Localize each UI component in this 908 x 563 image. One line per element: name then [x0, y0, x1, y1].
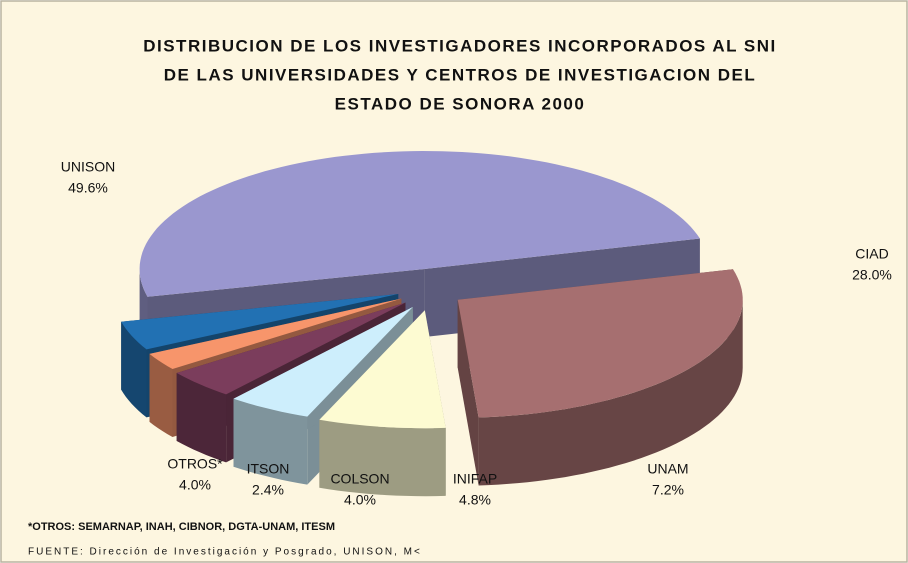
- slice-label: ITSON: [247, 461, 290, 477]
- chart-title-line: ESTADO DE SONORA 2000: [335, 94, 586, 113]
- pie: [121, 151, 743, 497]
- slice-label: UNAM: [647, 461, 688, 477]
- slice-label: INIFAP: [453, 471, 497, 487]
- chart-title-line: DISTRIBUCION DE LOS INVESTIGADORES INCOR…: [143, 36, 777, 55]
- slice-top: [319, 310, 446, 429]
- slice-value-label: 49.6%: [68, 180, 108, 196]
- slice-top: [233, 307, 413, 417]
- slice-top: [139, 151, 700, 297]
- slice-top: [457, 269, 743, 418]
- slice-label: CIAD: [855, 246, 888, 262]
- source-note: FUENTE: Dirección de Investigación y Pos…: [28, 547, 422, 558]
- slice-value-label: 7.2%: [652, 482, 684, 498]
- slice-label: COLSON: [330, 471, 389, 487]
- slice-top: [149, 298, 402, 369]
- chart-title-line: DE LAS UNIVERSIDADES Y CENTROS DE INVEST…: [164, 65, 757, 84]
- slice-wall: [457, 299, 479, 486]
- slice-top: [121, 294, 399, 350]
- slice-side: [478, 299, 743, 486]
- slice-side: [176, 373, 227, 463]
- slice-value-label: 2.4%: [252, 482, 284, 498]
- slice-side: [319, 419, 446, 497]
- slice-side: [149, 353, 173, 437]
- slice-value-label: 4.0%: [179, 477, 211, 493]
- slice-side: [233, 398, 308, 485]
- slice-top: [176, 302, 406, 395]
- slice: [319, 310, 446, 497]
- slice-side: [121, 321, 147, 418]
- slice-value-label: 28.0%: [852, 267, 892, 283]
- slice-label: OTROS*: [167, 456, 223, 472]
- footnote: *OTROS: SEMARNAP, INAH, CIBNOR, DGTA-UNA…: [28, 521, 335, 533]
- slice-value-label: 4.0%: [344, 492, 376, 508]
- slice: [457, 269, 743, 486]
- slice-label: UNISON: [61, 159, 115, 175]
- slice-value-label: 4.8%: [459, 492, 491, 508]
